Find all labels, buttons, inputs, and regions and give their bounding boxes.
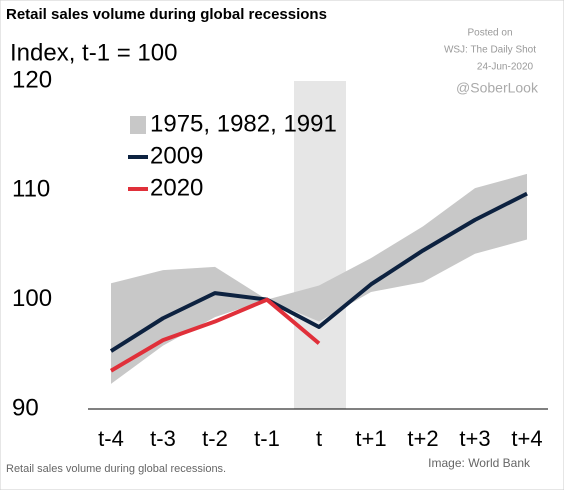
- annotation: WSJ: The Daily Shot: [444, 45, 536, 56]
- legend-label: 1975, 1982, 1991: [150, 110, 337, 137]
- y-tick-label: 110: [12, 176, 50, 203]
- y-tick-label: 120: [12, 66, 52, 93]
- legend-label: 2020: [150, 174, 203, 201]
- chart-title: Retail sales volume during global recess…: [6, 6, 327, 23]
- series-line: [109, 191, 528, 353]
- x-tick-label: t-4: [98, 426, 124, 451]
- legend-swatch: [130, 116, 146, 134]
- x-tick-label: t+2: [407, 426, 438, 451]
- x-tick-label: t+4: [511, 426, 542, 451]
- highlight-region: [294, 81, 346, 409]
- source: Image: World Bank: [428, 456, 531, 470]
- annotation: 24-Jun-2020: [477, 62, 534, 73]
- footnote: Retail sales volume during global recess…: [6, 463, 226, 475]
- x-tick-label: t-2: [202, 426, 228, 451]
- y-tick-label: 90: [12, 394, 39, 421]
- x-tick-label: t+3: [459, 426, 490, 451]
- x-tick-label: t+1: [355, 426, 386, 451]
- range-band: [111, 173, 527, 384]
- x-tick-label: t: [316, 426, 322, 451]
- x-tick-label: t-1: [254, 426, 280, 451]
- series-line: [109, 297, 321, 373]
- legend-label: 2009: [150, 142, 203, 169]
- y-tick-label: 100: [12, 285, 52, 312]
- annotation: @SoberLook: [456, 80, 539, 96]
- y-axis-label: Index, t-1 = 100: [10, 39, 177, 66]
- annotation: Posted on: [467, 28, 512, 39]
- x-tick-label: t-3: [150, 426, 176, 451]
